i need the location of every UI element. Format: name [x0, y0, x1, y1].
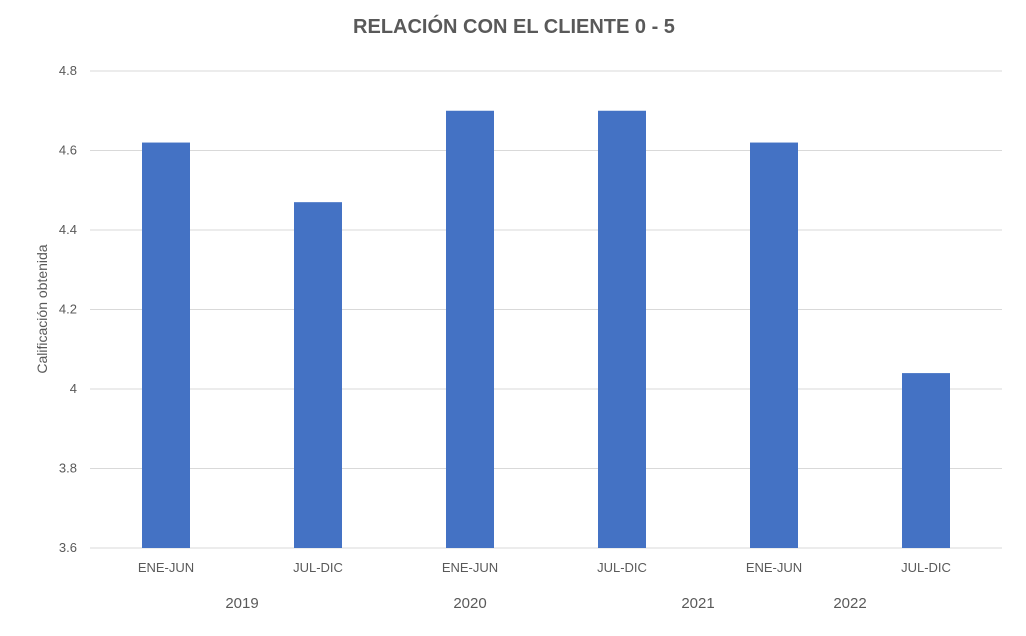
bar [750, 142, 798, 549]
x-tick-label: ENE-JUN [746, 560, 802, 575]
y-tick-label: 4.8 [59, 63, 77, 78]
x-tick-label: ENE-JUN [138, 560, 194, 575]
chart-title: RELACIÓN CON EL CLIENTE 0 - 5 [353, 14, 675, 38]
year-label: 2021 [681, 595, 714, 612]
y-tick-label: 4.6 [59, 143, 77, 158]
bar [902, 373, 950, 548]
bar [294, 202, 342, 549]
y-tick-label: 4 [70, 381, 77, 396]
gridlines [90, 70, 1002, 549]
x-tick-labels: ENE-JUN JUL-DIC ENE-JUN JUL-DIC ENE-JUN JUL-D… [138, 560, 951, 575]
y-tick-label: 4.2 [59, 302, 77, 317]
y-tick-labels: 3.6 3.8 4 4.2 4.4 4.6 4.8 [59, 63, 77, 555]
bar [446, 110, 494, 548]
bar [142, 142, 190, 549]
x-tick-label: ENE-JUN [442, 560, 498, 575]
year-label: 2019 [225, 595, 258, 612]
y-tick-label: 3.6 [59, 540, 77, 555]
y-tick-label: 4.4 [59, 222, 77, 237]
year-labels: 2019 2020 2021 2022 [225, 595, 866, 612]
x-tick-label: JUL-DIC [597, 560, 647, 575]
bar [598, 110, 646, 548]
x-tick-label: JUL-DIC [293, 560, 343, 575]
y-axis-label: Calificación obtenida [34, 244, 50, 373]
x-tick-label: JUL-DIC [901, 560, 951, 575]
year-label: 2020 [453, 595, 486, 612]
bars [142, 110, 950, 549]
year-label: 2022 [833, 595, 866, 612]
y-tick-label: 3.8 [59, 461, 77, 476]
